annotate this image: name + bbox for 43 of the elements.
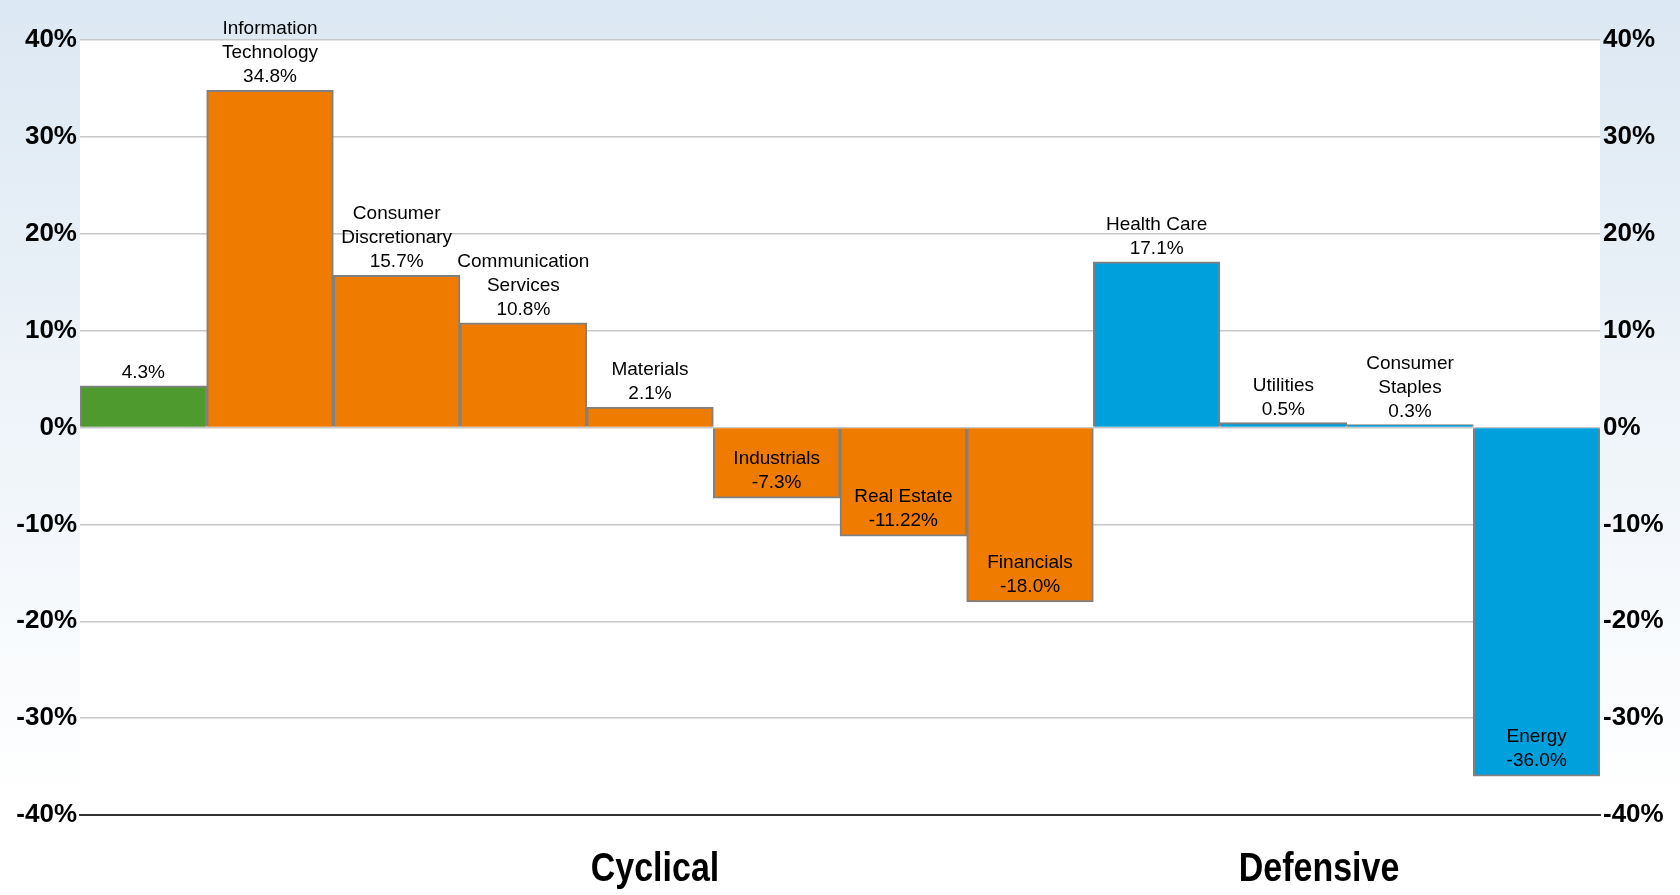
data-label: -11.22% xyxy=(868,509,939,531)
y2-tick-label: -30% xyxy=(1603,701,1664,732)
data-label: 10.8% xyxy=(496,297,551,319)
data-label: 0.5% xyxy=(1261,397,1306,419)
data-label: -18.0% xyxy=(999,574,1061,596)
y-tick-label: -20% xyxy=(16,604,77,635)
y-tick-label: -30% xyxy=(16,701,77,732)
x-tick-label: Consumer Discretionary xyxy=(341,202,453,248)
x-tick-label: Industrials xyxy=(733,447,820,469)
data-label: 17.1% xyxy=(1129,236,1184,258)
y-tick-label: 40% xyxy=(24,23,77,54)
x-tick-label: Energy xyxy=(1506,725,1568,747)
x-tick-label: Consumer Staples xyxy=(1366,351,1455,397)
data-label: 34.8% xyxy=(243,65,298,87)
text: Cyclical xyxy=(590,845,720,890)
y-tick-label: 20% xyxy=(24,216,77,247)
text: Defensive xyxy=(1238,845,1400,890)
y2-tick-label: -10% xyxy=(1603,507,1664,538)
y2-tick-label: 30% xyxy=(1603,120,1656,151)
data-label: -36.0% xyxy=(1506,749,1567,771)
y2-tick-label: 0% xyxy=(1603,410,1641,441)
x-tick-label: Utilities xyxy=(1252,373,1314,395)
x-tick-label: Real Estate xyxy=(854,485,953,507)
y-tick-label: -10% xyxy=(16,507,77,538)
y2-tick-label: -40% xyxy=(1603,798,1664,829)
y2-tick-label: 20% xyxy=(1603,216,1656,247)
data-label: 15.7% xyxy=(369,250,424,272)
data-label: 4.3% xyxy=(121,360,166,382)
x-tick-label: Materials xyxy=(611,358,689,380)
data-label: 0.3% xyxy=(1388,399,1432,421)
y-tick-label: -40% xyxy=(16,798,77,829)
y2-tick-label: 40% xyxy=(1603,23,1656,54)
y-tick-label: 30% xyxy=(24,120,77,151)
x-tick-label: Health Care xyxy=(1105,212,1208,234)
x-tick-label: Financials xyxy=(987,550,1073,572)
y2-tick-label: -20% xyxy=(1603,604,1664,635)
x-tick-label: Communication Services xyxy=(457,249,590,295)
data-label: -7.3% xyxy=(751,471,802,493)
data-label: 2.1% xyxy=(628,382,672,404)
y2-tick-label: 10% xyxy=(1603,313,1656,344)
x-tick-label: Information Technology xyxy=(221,17,319,63)
y-tick-label: 0% xyxy=(39,410,77,441)
y-tick-label: 10% xyxy=(24,313,77,344)
